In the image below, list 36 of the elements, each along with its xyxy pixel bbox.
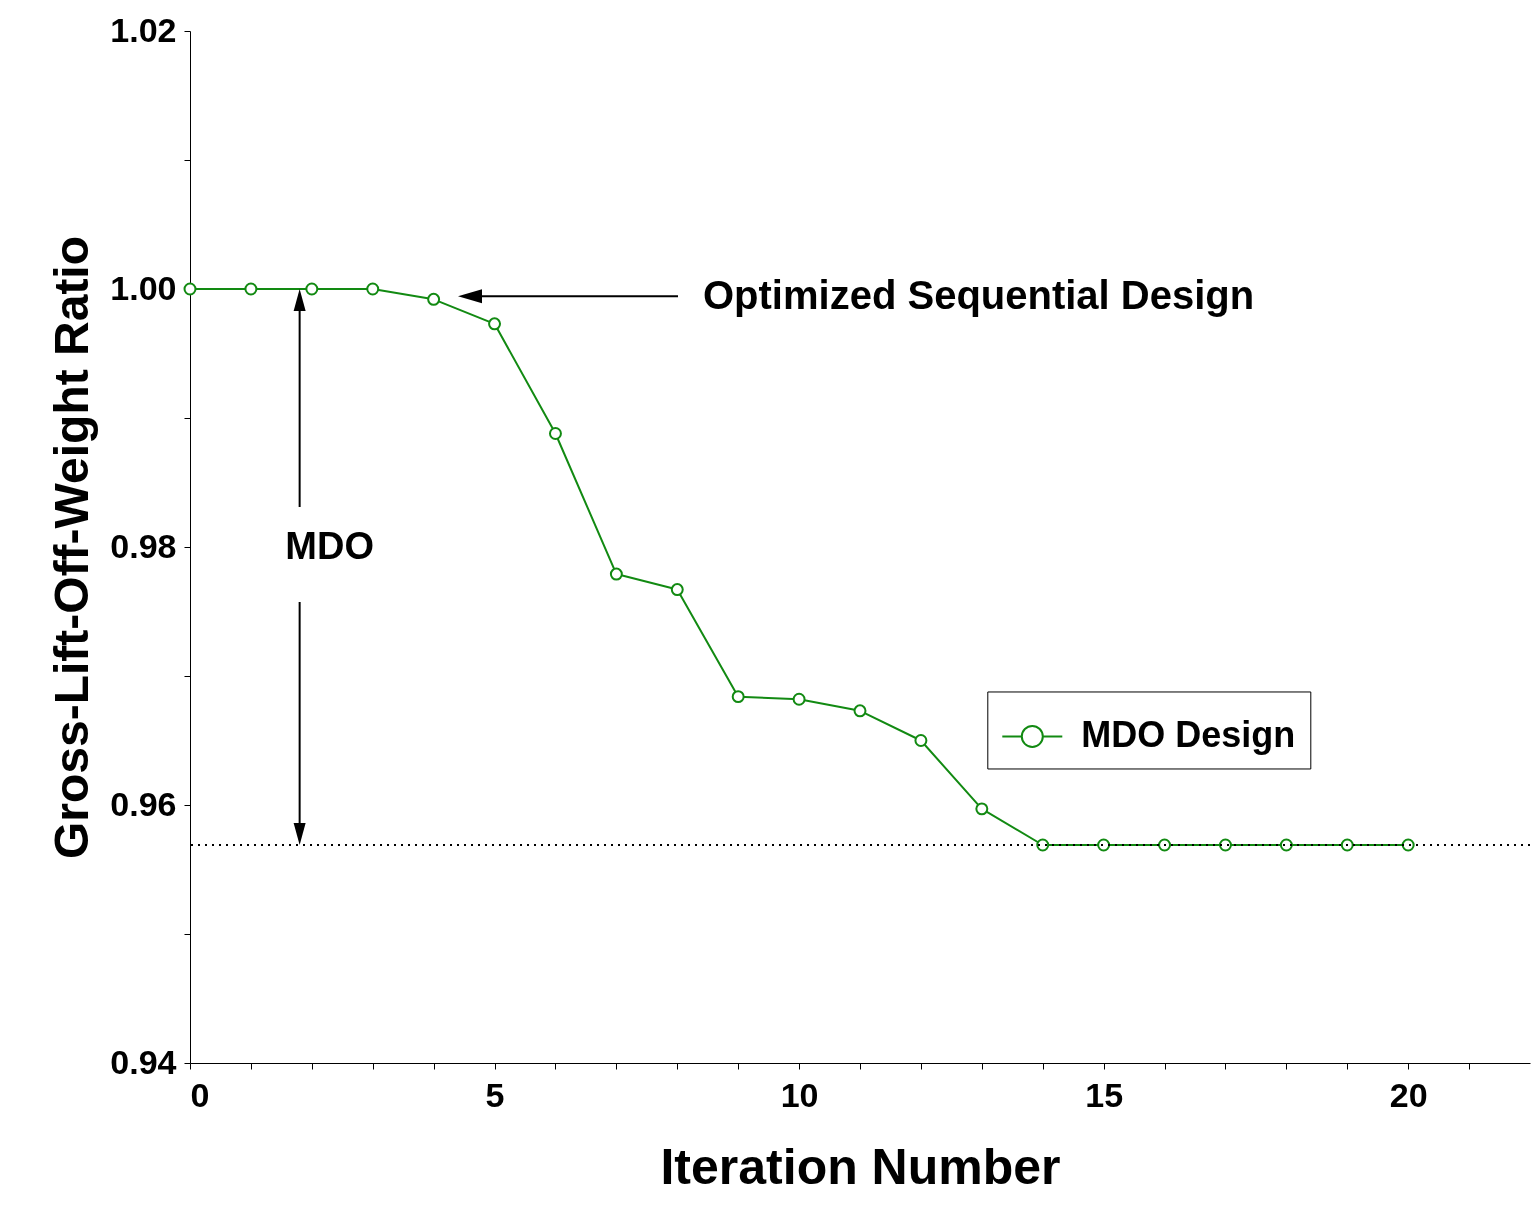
- y-tick-label: 1.02: [110, 10, 177, 49]
- point: [305, 282, 319, 296]
- x-tick-label: 10: [780, 1075, 819, 1114]
- y-tick-label: 0.94: [110, 1042, 177, 1081]
- point: [609, 567, 623, 581]
- point: [548, 427, 562, 440]
- point: [792, 692, 806, 706]
- point: [670, 583, 684, 597]
- x-tick-label: 0: [190, 1075, 210, 1114]
- x-axis-title: Iteration Number: [660, 1138, 1061, 1195]
- y-tick-label: 1.00: [110, 268, 177, 307]
- point: [244, 282, 258, 296]
- point: [1097, 838, 1111, 852]
- point: [1340, 838, 1354, 852]
- point: [488, 317, 502, 331]
- x-tick-label: 15: [1085, 1075, 1124, 1114]
- y-axis-title: Gross-Lift-Off-Weight Ratio: [45, 235, 99, 860]
- point: [1401, 838, 1415, 852]
- annotation: MDO: [285, 524, 374, 567]
- annotation: Optimized Sequential Design: [703, 273, 1255, 318]
- y-tick-label: 0.98: [110, 526, 177, 565]
- x-tick-label: 5: [485, 1075, 505, 1114]
- point: [914, 734, 928, 747]
- point: [1279, 838, 1293, 852]
- point: [731, 690, 745, 704]
- point: [975, 802, 989, 816]
- point: [1218, 838, 1232, 852]
- point: [1036, 838, 1050, 852]
- point: [427, 292, 441, 306]
- point: [853, 704, 867, 718]
- y-tick-label: 0.96: [110, 784, 177, 823]
- point: [183, 282, 197, 296]
- point: [366, 282, 380, 296]
- point: [1158, 838, 1172, 852]
- legend-label: MDO Design: [1081, 714, 1296, 756]
- x-tick-label: 20: [1389, 1075, 1428, 1114]
